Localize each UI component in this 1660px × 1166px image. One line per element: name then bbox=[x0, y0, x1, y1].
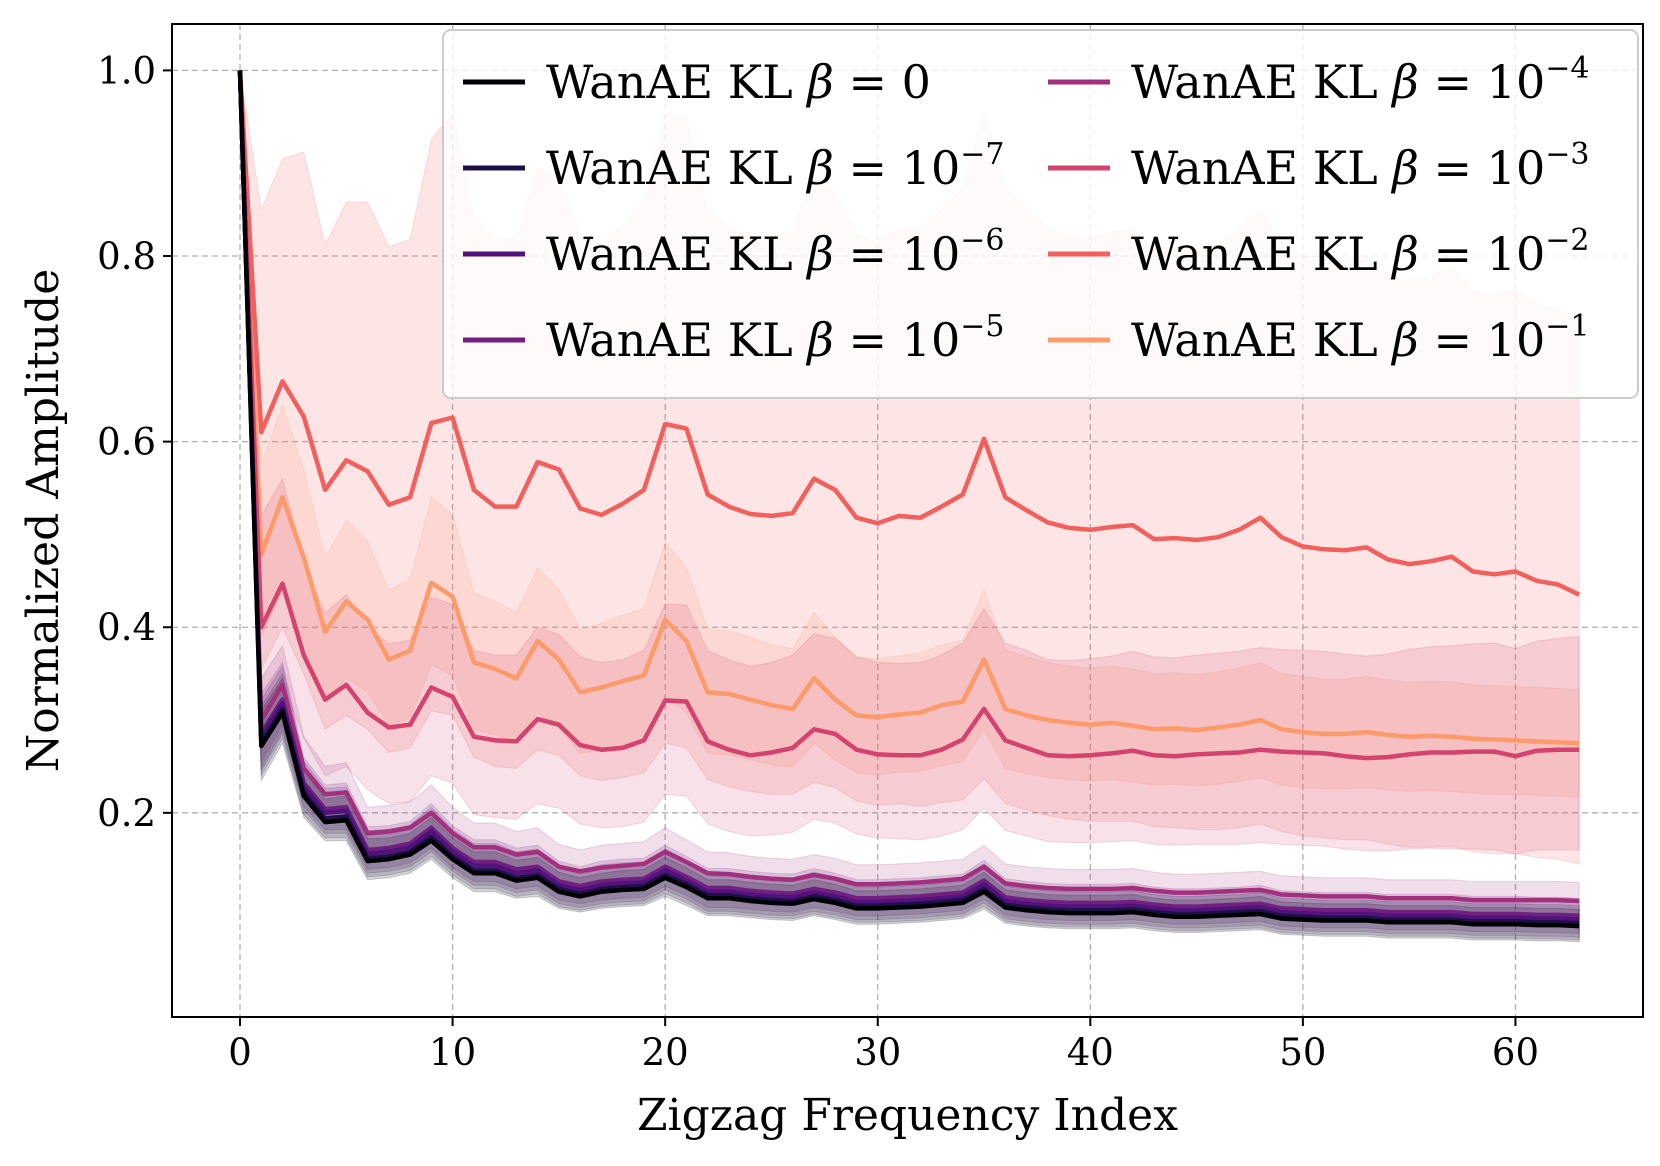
series-line bbox=[237, 70, 1580, 922]
series-line bbox=[237, 70, 1581, 597]
y-tick-label: 0.6 bbox=[97, 421, 156, 464]
legend-label: WanAE KL β = 10−6 bbox=[546, 223, 1004, 281]
legend-label: WanAE KL β = 0 bbox=[546, 55, 931, 109]
x-axis-title: Zigzag Frequency Index bbox=[637, 1090, 1178, 1141]
series-line bbox=[237, 70, 1580, 929]
x-tick-label: 30 bbox=[854, 1031, 901, 1074]
series-line bbox=[237, 70, 1580, 904]
legend-label: WanAE KL β = 10−2 bbox=[1131, 223, 1589, 281]
legend-label: WanAE KL β = 10−1 bbox=[1131, 309, 1589, 367]
axis-ticks: 0 10 20 30 40 50 60 0.2 0.4 0.6 0.8 1.0 bbox=[97, 49, 1539, 1074]
legend-box bbox=[442, 29, 1639, 399]
x-tick-label: 20 bbox=[642, 1031, 689, 1074]
x-tick-label: 0 bbox=[228, 1031, 252, 1074]
series-line bbox=[237, 70, 1580, 919]
legend-label: WanAE KL β = 10−3 bbox=[1131, 137, 1589, 195]
series-lines bbox=[237, 70, 1581, 929]
series-band bbox=[239, 70, 1580, 798]
series-band bbox=[239, 70, 1580, 855]
series-line bbox=[237, 70, 1580, 746]
series-line bbox=[237, 70, 1580, 926]
series-line bbox=[237, 70, 1580, 761]
x-tick-label: 50 bbox=[1279, 1031, 1326, 1074]
y-tick-label: 0.4 bbox=[97, 606, 156, 649]
legend: WanAE KL β = 0 WanAE KL β = 10−7 WanAE KL … bbox=[442, 29, 1639, 399]
legend-label: WanAE KL β = 10−4 bbox=[1131, 51, 1589, 109]
x-tick-label: 40 bbox=[1067, 1031, 1114, 1074]
x-tick-label: 10 bbox=[429, 1031, 476, 1074]
legend-label: WanAE KL β = 10−7 bbox=[546, 137, 1004, 195]
y-tick-label: 1.0 bbox=[97, 49, 156, 92]
plot-area-frame bbox=[171, 23, 1644, 1018]
y-tick-label: 0.2 bbox=[97, 792, 156, 835]
y-tick-label: 0.8 bbox=[97, 235, 156, 278]
x-tick-label: 60 bbox=[1492, 1031, 1539, 1074]
legend-label: WanAE KL β = 10−5 bbox=[546, 309, 1004, 367]
y-axis-title: Normalized Amplitude bbox=[18, 269, 69, 773]
